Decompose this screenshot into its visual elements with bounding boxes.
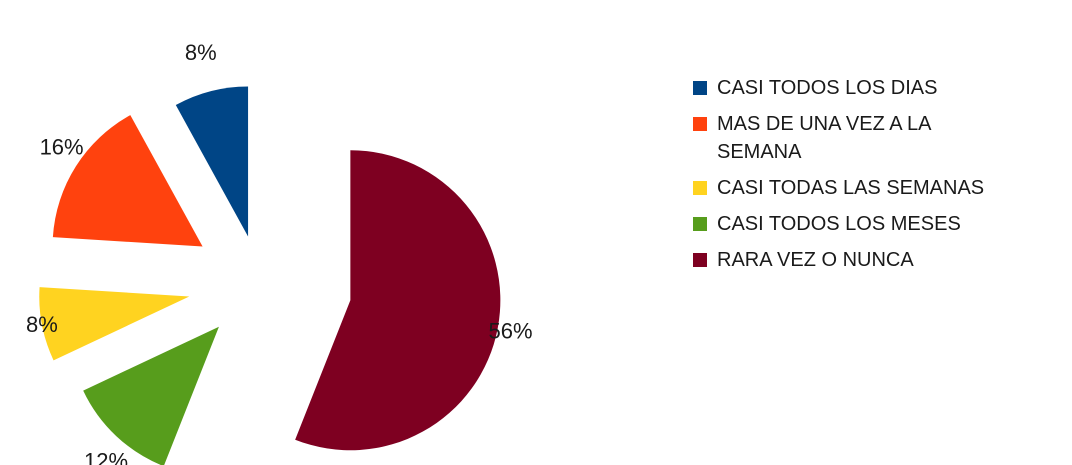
slice-percent-label: 16% (40, 135, 84, 160)
legend-label: CASI TODAS LAS SEMANAS (717, 177, 984, 199)
pie-slice (295, 150, 501, 451)
pie-slices (39, 86, 501, 465)
legend-swatch (693, 117, 707, 131)
legend-swatch (693, 181, 707, 195)
legend-swatch (693, 217, 707, 231)
slice-percent-label: 8% (185, 40, 217, 65)
pie-slice (52, 115, 203, 247)
legend-label: SEMANA (717, 141, 802, 163)
legend-swatch (693, 81, 707, 95)
legend: CASI TODOS LOS DIAS MAS DE UNA VEZ A LA SE… (693, 77, 984, 271)
pie-slice (83, 326, 219, 465)
pie-slice (175, 86, 249, 237)
slice-percent-label: 56% (488, 318, 532, 343)
legend-swatch (693, 253, 707, 267)
legend-label: RARA VEZ O NUNCA (717, 249, 914, 271)
legend-label: CASI TODOS LOS MESES (717, 213, 961, 235)
slice-labels: 8% 16% 8% 12% 56% (26, 40, 533, 465)
slice-percent-label: 8% (26, 312, 58, 337)
slice-percent-label: 12% (84, 449, 128, 465)
pie-slice (39, 287, 190, 361)
legend-label: CASI TODOS LOS DIAS (717, 77, 937, 99)
legend-label: MAS DE UNA VEZ A LA (717, 113, 932, 135)
